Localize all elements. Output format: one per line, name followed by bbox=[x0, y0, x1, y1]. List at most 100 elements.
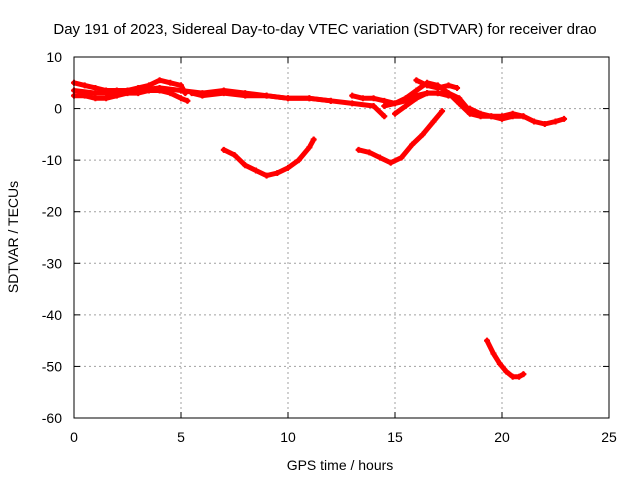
data-point bbox=[349, 100, 356, 107]
data-point bbox=[156, 84, 163, 91]
data-point bbox=[381, 97, 388, 104]
data-point bbox=[466, 105, 473, 112]
data-point bbox=[188, 90, 195, 97]
data-point bbox=[499, 113, 505, 120]
x-tick-label: 20 bbox=[494, 429, 510, 445]
data-point bbox=[392, 110, 398, 117]
data-point bbox=[359, 95, 366, 102]
series-arc-11 bbox=[466, 105, 568, 128]
data-point bbox=[92, 84, 99, 91]
axis-ticks bbox=[73, 56, 610, 419]
data-point bbox=[285, 95, 291, 102]
data-point bbox=[242, 162, 249, 169]
data-point bbox=[81, 82, 88, 89]
chart-title: Day 191 of 2023, Sidereal Day-to-day VTE… bbox=[53, 21, 596, 38]
series-arc-7 bbox=[355, 108, 446, 166]
x-tick-label: 15 bbox=[387, 429, 403, 445]
data-point bbox=[413, 77, 420, 84]
series-arc-10 bbox=[413, 77, 461, 91]
y-tick-label: -50 bbox=[42, 358, 62, 374]
data-point bbox=[552, 118, 559, 125]
data-point bbox=[103, 95, 110, 102]
series-line bbox=[356, 108, 445, 166]
plot-frame bbox=[73, 56, 610, 419]
series-arc-12 bbox=[484, 337, 527, 380]
data-point bbox=[366, 149, 373, 156]
data-point bbox=[285, 164, 291, 171]
data-point bbox=[387, 159, 394, 166]
data-point bbox=[274, 170, 281, 177]
data-point bbox=[509, 373, 516, 380]
data-point bbox=[220, 90, 227, 97]
x-tick-labels: 0 5 10 15 20 25 bbox=[70, 429, 617, 445]
data-point bbox=[355, 146, 362, 153]
data-point bbox=[413, 87, 420, 94]
data-point bbox=[424, 90, 431, 97]
y-tick-label: -30 bbox=[42, 255, 62, 271]
y-tick-label: -60 bbox=[42, 410, 62, 426]
data-point bbox=[445, 82, 452, 89]
data-point bbox=[454, 84, 461, 91]
data-point bbox=[252, 167, 259, 174]
x-tick-label: 10 bbox=[280, 429, 296, 445]
series-line bbox=[71, 85, 387, 119]
data-point bbox=[541, 121, 548, 128]
data-point bbox=[439, 108, 446, 115]
data-point bbox=[398, 154, 405, 161]
data-point bbox=[178, 82, 184, 89]
data-point bbox=[496, 360, 503, 367]
data-point bbox=[381, 102, 388, 109]
data-point bbox=[92, 95, 99, 102]
data-point bbox=[135, 87, 142, 94]
y-tick-labels: -60 -50 -40 -30 -20 -10 0 10 bbox=[42, 49, 62, 426]
series-line bbox=[467, 106, 567, 127]
data-point bbox=[370, 95, 377, 102]
series-arc-4 bbox=[188, 90, 334, 104]
y-tick-label: -10 bbox=[42, 152, 62, 168]
data-point bbox=[306, 144, 313, 151]
data-point bbox=[113, 90, 120, 97]
data-point bbox=[409, 141, 416, 148]
y-axis-label: SDTVAR / TECUs bbox=[5, 181, 21, 293]
data-point bbox=[413, 95, 420, 102]
series-line bbox=[221, 137, 317, 179]
data-point bbox=[484, 337, 491, 344]
data-point bbox=[263, 92, 270, 99]
grid-lines bbox=[74, 57, 609, 418]
x-tick-label: 25 bbox=[601, 429, 617, 445]
data-point bbox=[184, 97, 191, 104]
data-point bbox=[231, 151, 238, 158]
y-tick-label: 0 bbox=[54, 101, 62, 117]
data-point bbox=[167, 79, 174, 86]
data-point bbox=[490, 350, 497, 357]
data-point bbox=[156, 77, 163, 84]
data-point bbox=[178, 95, 184, 102]
x-tick-label: 0 bbox=[70, 429, 78, 445]
data-point bbox=[456, 95, 463, 102]
data-point bbox=[419, 131, 426, 138]
data-point bbox=[381, 113, 388, 120]
data-point bbox=[310, 136, 317, 143]
data-point bbox=[370, 102, 377, 109]
y-tick-label: -20 bbox=[42, 204, 62, 220]
data-point bbox=[295, 157, 302, 164]
data-point bbox=[561, 115, 568, 122]
x-tick-label: 5 bbox=[177, 429, 185, 445]
data-point bbox=[178, 87, 184, 94]
data-point bbox=[424, 82, 431, 89]
data-point bbox=[445, 90, 452, 97]
data-point bbox=[503, 368, 510, 375]
data-point bbox=[242, 92, 249, 99]
data-point bbox=[263, 172, 270, 179]
data-point bbox=[477, 110, 484, 117]
data-point bbox=[92, 90, 99, 97]
data-point bbox=[531, 118, 538, 125]
y-tick-label: 10 bbox=[46, 49, 62, 65]
data-point bbox=[327, 97, 334, 104]
y-tick-label: -40 bbox=[42, 307, 62, 323]
data-point bbox=[377, 154, 384, 161]
data-point bbox=[434, 84, 441, 91]
data-point bbox=[306, 95, 313, 102]
data-point bbox=[516, 373, 523, 380]
